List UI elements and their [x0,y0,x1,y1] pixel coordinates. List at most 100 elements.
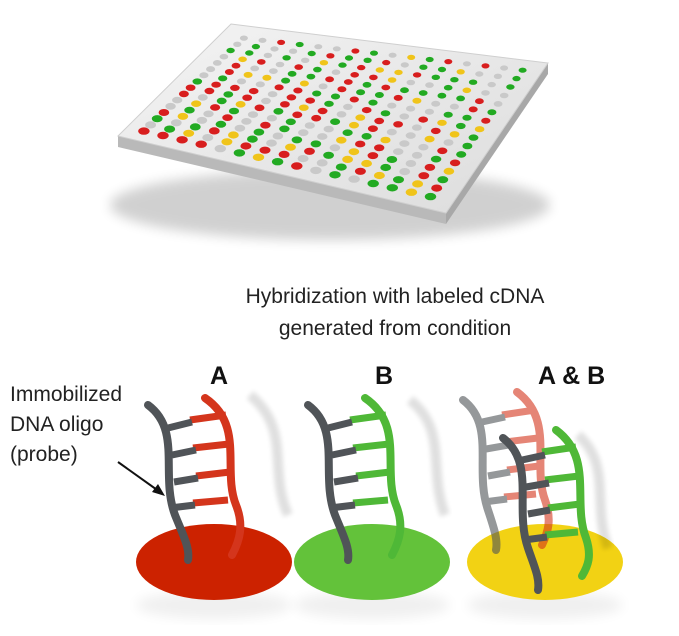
array-spot [481,117,491,124]
array-spot [474,126,485,133]
array-spot [304,147,315,155]
empty-spot [400,62,409,68]
condition-label-ab: A & B [538,362,606,390]
array-spot [208,127,220,135]
array-spot [183,129,195,137]
empty-spot [317,133,328,140]
empty-spot [329,144,341,152]
array-spot [356,89,366,96]
array-spot [368,99,378,106]
array-spot [487,109,497,116]
array-spot [387,77,397,83]
empty-spot [388,52,397,58]
array-spot [335,163,347,171]
empty-spot [239,35,248,41]
array-spot [274,84,284,91]
array-spot [177,112,189,120]
array-spot [393,94,403,101]
target-strand-green [541,426,593,580]
array-spot [235,101,246,108]
array-spot [418,116,429,123]
array-spot [437,92,447,99]
empty-spot [212,60,222,66]
empty-spot [145,121,157,129]
array-spot [431,74,440,81]
array-spot [307,50,316,57]
array-spot [355,140,366,148]
array-spot [369,74,378,81]
array-spot [151,115,163,123]
array-spot [462,114,472,121]
array-spot [419,64,428,70]
array-spot [231,62,241,69]
array-spot [342,155,353,163]
empty-spot [431,100,441,107]
array-spot [326,53,335,59]
array-spot [380,110,391,117]
array-spot [518,67,527,73]
array-spot [185,84,196,91]
probe-strand [144,401,199,564]
array-spot [374,92,384,98]
array-spot [223,91,234,98]
array-spot [247,135,258,143]
array-spot [285,143,296,151]
empty-spot [304,122,315,129]
empty-spot [343,103,353,110]
empty-spot [263,52,273,59]
array-spot [430,127,441,135]
array-spot [184,106,195,114]
array-spot [354,167,366,175]
array-spot [280,101,290,108]
condition-b-group [294,394,450,600]
array-spot [424,135,435,143]
array-spot [324,100,334,107]
array-spot [363,57,372,63]
target-strand-green [349,394,405,559]
caption-line-2: generated from condition [278,317,512,340]
empty-spot [449,103,459,110]
array-spot [443,84,453,91]
empty-spot [275,61,285,68]
array-spot [281,77,291,84]
array-spot [506,84,515,90]
array-spot [361,159,372,168]
array-spot [329,171,341,179]
array-spot [374,144,385,152]
target-strand-red [189,394,245,559]
empty-spot [289,48,298,54]
empty-spot [405,132,416,139]
empty-spot [206,66,216,73]
array-spot [294,64,304,70]
array-spot [393,121,403,128]
array-spot [468,79,478,85]
array-spot [373,171,385,180]
array-spot [375,67,384,73]
array-spot [330,93,341,100]
array-spot [215,120,227,128]
empty-spot [298,129,309,137]
array-spot [273,108,284,115]
array-spot [323,151,334,159]
array-spot [367,152,379,160]
array-spot [338,62,347,68]
probe-strand [304,401,359,564]
array-spot [342,129,353,136]
array-spot [407,54,416,61]
array-spot [348,148,360,156]
empty-spot [316,159,328,167]
array-spot [449,159,461,167]
array-spot [418,172,430,180]
array-spot [277,39,286,46]
empty-spot [267,91,278,98]
array-spot [512,75,521,82]
floor-reflections [136,591,623,619]
empty-spot [197,94,208,101]
empty-spot [165,102,176,110]
array-spot [310,140,322,148]
spot-red [136,524,292,600]
array-spot [424,163,436,171]
array-spot [425,56,434,63]
array-spot [311,114,322,122]
